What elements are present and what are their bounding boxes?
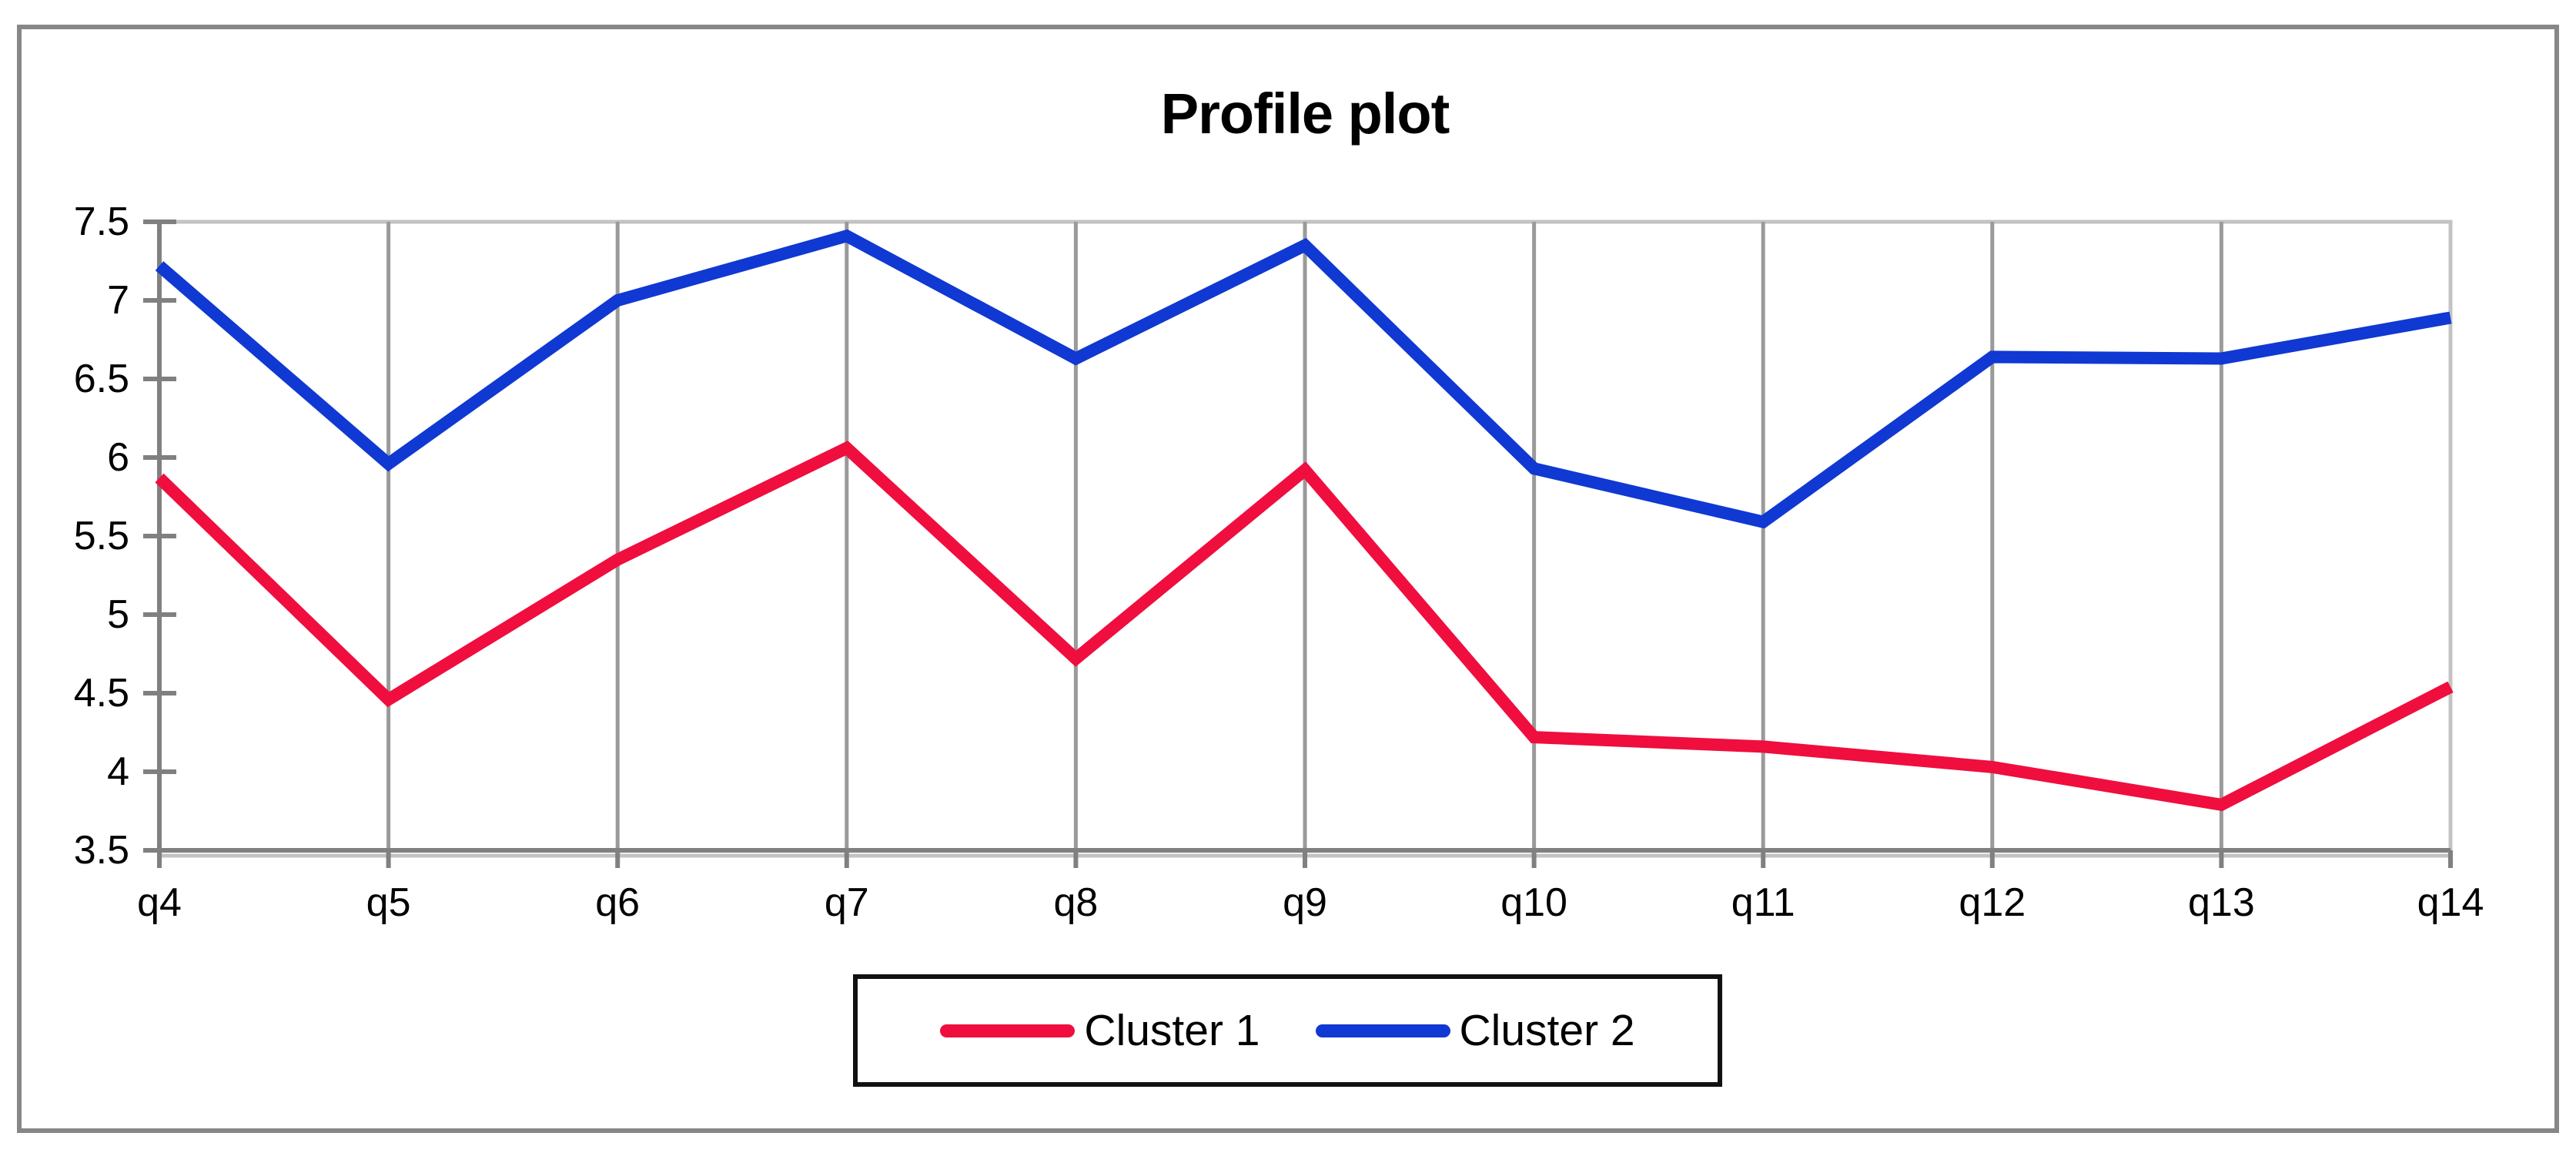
y-tick-label-6.5: 6.5 bbox=[73, 357, 129, 401]
y-tick-label-4: 4 bbox=[107, 749, 129, 794]
y-tick-label-5: 5 bbox=[107, 592, 129, 637]
series-line-cluster-2 bbox=[155, 229, 2452, 529]
x-tick-label-q12: q12 bbox=[1959, 880, 2026, 925]
y-tick-label-4.5: 4.5 bbox=[73, 671, 129, 716]
y-tick-label-6: 6 bbox=[107, 435, 129, 480]
legend-label-cluster-1: Cluster 1 bbox=[1084, 1005, 1260, 1055]
legend-item-cluster-1: Cluster 1 bbox=[940, 1005, 1260, 1055]
x-tick-label-q7: q7 bbox=[824, 880, 869, 925]
y-tick-label-5.5: 5.5 bbox=[73, 514, 129, 558]
y-tick-label-3.5: 3.5 bbox=[73, 828, 129, 873]
legend-box: Cluster 1 Cluster 2 bbox=[853, 974, 1722, 1087]
y-tick-label-7.5: 7.5 bbox=[73, 199, 129, 244]
cluster-2-line-swatch bbox=[1315, 1024, 1450, 1037]
x-tick-label-q11: q11 bbox=[1731, 880, 1795, 925]
series-line-cluster-1 bbox=[155, 441, 2454, 812]
x-tick-label-q6: q6 bbox=[595, 880, 641, 925]
cluster-1-line-swatch bbox=[940, 1024, 1076, 1037]
x-tick-label-q9: q9 bbox=[1283, 880, 1327, 925]
y-tick-label-7: 7 bbox=[107, 278, 129, 323]
legend-label-cluster-2: Cluster 2 bbox=[1459, 1005, 1635, 1055]
x-tick-label-q4: q4 bbox=[137, 880, 182, 925]
x-tick-label-q14: q14 bbox=[2417, 880, 2484, 925]
x-tick-label-q8: q8 bbox=[1053, 880, 1099, 925]
x-tick-label-q10: q10 bbox=[1500, 880, 1567, 925]
chart-title: Profile plot bbox=[1160, 82, 1450, 146]
legend-item-cluster-2: Cluster 2 bbox=[1315, 1005, 1635, 1055]
x-tick-label-q5: q5 bbox=[366, 880, 411, 925]
x-tick-label-q13: q13 bbox=[2188, 880, 2255, 925]
chart-outer-border bbox=[17, 25, 2559, 1133]
